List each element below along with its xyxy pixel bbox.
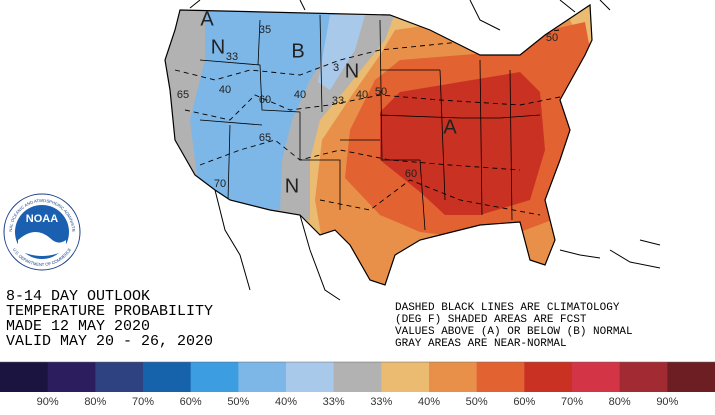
contour-label: 50	[546, 32, 558, 44]
notes: DASHED BLACK LINES ARE CLIMATOLOGY (DEG …	[395, 302, 633, 350]
shade-33-below	[318, 15, 365, 90]
category-letter: A	[443, 116, 457, 138]
legend-swatch	[0, 362, 49, 392]
land-outlines	[189, 0, 661, 301]
note-line: GRAY AREAS ARE NEAR-NORMAL	[395, 338, 567, 350]
contour-label: 70	[214, 178, 226, 190]
category-letter: N	[211, 36, 225, 58]
legend-swatch	[381, 362, 430, 392]
legend-label: 40%	[418, 396, 440, 408]
category-letter: B	[291, 40, 304, 62]
legend-label: 70%	[132, 396, 154, 408]
map-labels: A N 33 35 B 3 N 40 40 33 40 50 65 60 65 …	[177, 8, 558, 197]
category-letter: N	[345, 60, 359, 82]
contour-label: 65	[259, 132, 271, 144]
contour-label: 40	[356, 89, 368, 101]
contour-label: 40	[294, 89, 306, 101]
legend: 90% 80% 70% 60% 50% 40% 33% 33% 40% 50% 60% 70% 80% 9…	[0, 361, 715, 408]
legend-label: 33%	[370, 396, 392, 408]
forecast-shading	[165, 5, 592, 285]
legend-label: 50%	[227, 396, 249, 408]
contour-label: 33	[332, 95, 344, 107]
legend-swatch	[286, 362, 335, 392]
legend-label: 80%	[609, 396, 631, 408]
contour-label: 65	[177, 89, 189, 101]
legend-label: 90%	[37, 396, 59, 408]
legend-swatch	[333, 362, 382, 392]
legend-label: 60%	[180, 396, 202, 408]
legend-swatch	[619, 362, 668, 392]
header-line: VALID MAY 20 - 26, 2020	[6, 333, 213, 350]
category-letter: A	[200, 8, 214, 30]
legend-swatch	[429, 362, 478, 392]
category-letter: N	[285, 175, 299, 197]
us-border	[164, 3, 593, 286]
legend-swatch	[95, 362, 144, 392]
legend-swatch	[190, 362, 239, 392]
header-line: TEMPERATURE PROBABILITY	[6, 303, 213, 320]
legend-label: 60%	[513, 396, 535, 408]
legend-swatch	[143, 362, 192, 392]
header-line: 8-14 DAY OUTLOOK	[6, 288, 150, 305]
contour-label: 35	[259, 24, 271, 36]
legend-swatch	[47, 362, 96, 392]
legend-swatch	[572, 362, 621, 392]
legend-swatch	[667, 362, 715, 392]
logo-wave	[18, 231, 66, 256]
note-line: DASHED BLACK LINES ARE CLIMATOLOGY	[395, 302, 620, 314]
contour-label: 3	[333, 62, 339, 74]
legend-swatch	[238, 362, 287, 392]
legend-label: 40%	[275, 396, 297, 408]
contour-label: 60	[405, 168, 417, 180]
header: 8-14 DAY OUTLOOK TEMPERATURE PROBABILITY…	[6, 288, 213, 350]
contour-label: 50	[375, 86, 387, 98]
legend-label: 80%	[84, 396, 106, 408]
contour-label: 60	[259, 94, 271, 106]
legend-label: 50%	[466, 396, 488, 408]
note-line: (DEG F) SHADED AREAS ARE FCST	[395, 314, 587, 326]
note-line: VALUES ABOVE (A) OR BELOW (B) NORMAL	[395, 326, 633, 338]
header-line: MADE 12 MAY 2020	[6, 318, 150, 335]
shade-40-below	[190, 5, 340, 210]
climatology-contours	[174, 29, 571, 216]
legend-label: 70%	[561, 396, 583, 408]
contour-label: 40	[219, 84, 231, 96]
state-lines	[199, 14, 541, 231]
logo-text: NOAA	[26, 213, 58, 225]
legend-swatch	[476, 362, 525, 392]
legend-label: 90%	[656, 396, 678, 408]
noaa-logo: NOAA NATIONAL OCEANIC AND ATMOSPHERIC AD…	[0, 0, 81, 271]
legend-swatch	[524, 362, 573, 392]
legend-label: 33%	[323, 396, 345, 408]
contour-label: 33	[226, 51, 238, 63]
